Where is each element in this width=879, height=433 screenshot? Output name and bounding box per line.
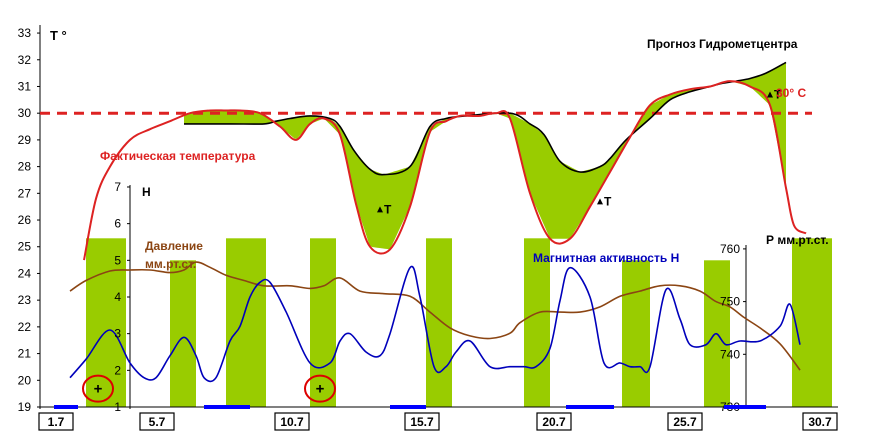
date-box-4 — [536, 412, 572, 431]
date-box-5 — [667, 412, 703, 431]
delta-marker-label-1: Т — [604, 194, 612, 208]
pressure-label-line1: Давление — [145, 239, 203, 253]
temperature-tick-27: 27 — [18, 186, 32, 200]
date-label-6: 30.7 — [808, 415, 832, 429]
magnetic-tick-3: 3 — [114, 327, 121, 341]
date-box-1 — [139, 412, 175, 431]
date-label-1: 5.7 — [149, 415, 166, 429]
h-axis-title: H — [142, 185, 151, 199]
threshold-label: 30° С — [776, 86, 806, 100]
date-box-0 — [38, 412, 74, 431]
delta-marker-label-0: Т — [384, 202, 392, 216]
temperature-tick-33: 33 — [18, 26, 32, 40]
bar-6 — [622, 260, 650, 407]
delta-marker-0 — [377, 206, 383, 213]
temperature-tick-24: 24 — [18, 266, 32, 280]
bar-1 — [170, 260, 196, 407]
temperature-tick-19: 19 — [18, 400, 32, 414]
forecast-temperature-line — [184, 61, 787, 176]
magnetic-tick-7: 7 — [114, 180, 121, 194]
t-axis-title: T ° — [50, 28, 67, 43]
temperature-tick-32: 32 — [18, 53, 32, 67]
plus-mark-1: + — [316, 381, 325, 398]
date-box-6 — [802, 412, 838, 431]
circle-marker-0 — [82, 374, 114, 403]
magnetic-label: Магнитная активность Н — [533, 251, 679, 265]
temperature-tick-25: 25 — [18, 240, 32, 254]
bar-2 — [226, 238, 266, 407]
circle-marker-1 — [304, 374, 336, 403]
delta-marker-1 — [597, 198, 603, 205]
delta-marker-label-2: Т — [774, 87, 782, 101]
pressure-tick-740: 740 — [720, 347, 740, 361]
date-label-4: 20.7 — [542, 415, 566, 429]
temperature-tick-23: 23 — [18, 293, 32, 307]
date-box-2 — [274, 412, 310, 431]
markers-layer: Т Т Т + + — [82, 87, 782, 403]
bar-3 — [310, 238, 336, 407]
actual-temperature-label: Фактическая температура — [100, 149, 256, 163]
pressure-tick-760: 760 — [720, 242, 740, 256]
date-label-2: 10.7 — [280, 415, 304, 429]
pressure-axis-title: Р мм.рт.ст. — [766, 233, 829, 247]
bars-layer — [86, 238, 832, 407]
magnetic-tick-4: 4 — [114, 290, 121, 304]
date-label-0: 1.7 — [48, 415, 65, 429]
temperature-tick-22: 22 — [18, 320, 32, 334]
bar-4 — [426, 238, 452, 407]
bar-5 — [524, 238, 550, 407]
pressure-label-line2: мм.рт.ст. — [145, 257, 196, 271]
temperature-tick-26: 26 — [18, 213, 32, 227]
actual-temperature-line — [83, 80, 807, 261]
temperature-tick-21: 21 — [18, 347, 32, 361]
temperature-tick-28: 28 — [18, 160, 32, 174]
bar-0 — [86, 238, 126, 407]
date-label-3: 15.7 — [410, 415, 434, 429]
temperature-tick-30: 30 — [18, 106, 32, 120]
temperature-tick-20: 20 — [18, 373, 32, 387]
date-box-3 — [404, 412, 440, 431]
pressure-line — [69, 261, 801, 371]
magnetic-tick-2: 2 — [114, 363, 121, 377]
delta-marker-2 — [767, 91, 773, 98]
date-label-5: 25.7 — [673, 415, 697, 429]
lines-layer — [69, 61, 807, 383]
magnetic-tick-1: 1 — [114, 400, 121, 414]
plus-mark-0: + — [94, 381, 103, 398]
forecast-label: Прогноз Гидрометцентра — [647, 37, 798, 51]
magnetic-tick-5: 5 — [114, 253, 121, 267]
pressure-tick-750: 750 — [720, 295, 740, 309]
magnetic-activity-line — [69, 265, 801, 383]
bar-8 — [792, 238, 832, 407]
temperature-tick-29: 29 — [18, 133, 32, 147]
temperature-tick-31: 31 — [18, 79, 32, 93]
magnetic-tick-6: 6 — [114, 217, 121, 231]
ticks-layer: 1920212223242526272829303132331234567730… — [18, 26, 838, 431]
